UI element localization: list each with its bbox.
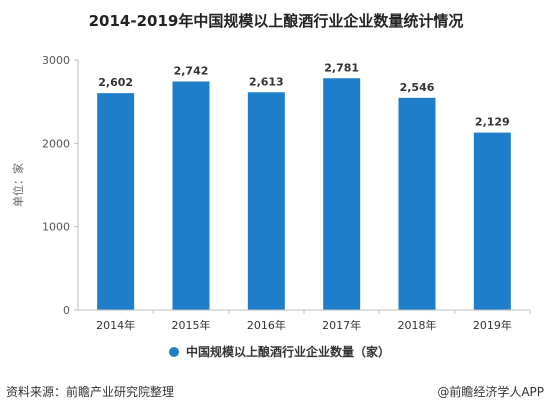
legend: 中国规模以上酿酒行业企业数量（家） <box>169 344 390 359</box>
bar-value-label: 2,781 <box>324 61 359 74</box>
bar <box>172 81 210 310</box>
legend-label: 中国规模以上酿酒行业企业数量（家） <box>186 344 390 359</box>
bar-value-label: 2,546 <box>400 81 435 94</box>
y-axis: 0 1000 2000 3000 单位：家 <box>11 54 79 317</box>
y-axis-label: 单位：家 <box>11 163 25 207</box>
y-tick-label: 1000 <box>42 221 70 234</box>
x-tick-label: 2016年 <box>247 318 286 332</box>
y-tick-label: 3000 <box>42 54 70 67</box>
x-axis: 2014年 2015年 2016年 2017年 2018年 2019年 <box>78 309 531 332</box>
bars: 2,602 2,742 2,613 2,781 2,546 2,129 <box>97 61 511 311</box>
bar <box>473 132 511 310</box>
credit-note: @前瞻经济学人APP <box>437 385 544 399</box>
y-tick-label: 2000 <box>42 137 70 150</box>
bar <box>323 78 361 310</box>
source-note: 资料来源：前瞻产业研究院整理 <box>6 385 175 399</box>
y-tick-label: 0 <box>63 304 70 317</box>
bar-value-label: 2,129 <box>475 116 510 129</box>
x-tick-label: 2015年 <box>172 318 211 332</box>
bar <box>97 93 135 311</box>
x-tick-label: 2018年 <box>398 318 437 332</box>
legend-marker <box>169 347 179 357</box>
bar <box>398 97 436 310</box>
bar-value-label: 2,613 <box>249 75 284 88</box>
x-tick-label: 2017年 <box>322 318 361 332</box>
bar-value-label: 2,602 <box>98 76 133 89</box>
bar-value-label: 2,742 <box>174 65 209 78</box>
x-tick-label: 2014年 <box>96 318 135 332</box>
x-tick-label: 2019年 <box>473 318 512 332</box>
bar <box>247 92 285 310</box>
chart-title: 2014-2019年中国规模以上酿酒行业企业数量统计情况 <box>88 12 464 30</box>
